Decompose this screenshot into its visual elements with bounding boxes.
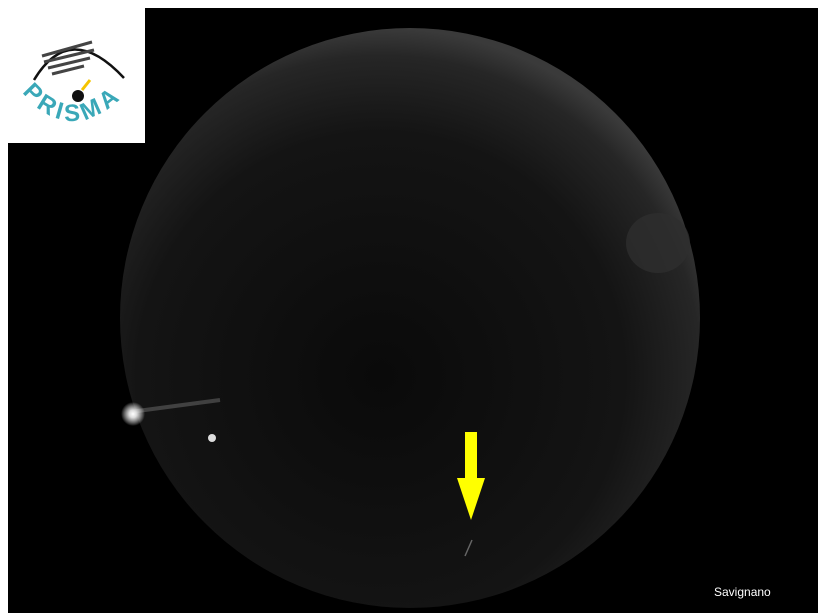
prisma-logo: PRISMA bbox=[8, 8, 145, 143]
fisheye-sky bbox=[120, 28, 700, 608]
bright-light bbox=[121, 402, 145, 426]
location-label: Savignano bbox=[714, 585, 771, 599]
lens-flare bbox=[626, 213, 690, 273]
page: PRISMA Savignano (() => { const data = J… bbox=[0, 0, 818, 613]
sky-camera-frame: PRISMA Savignano bbox=[0, 0, 818, 613]
light-spot bbox=[208, 434, 216, 442]
